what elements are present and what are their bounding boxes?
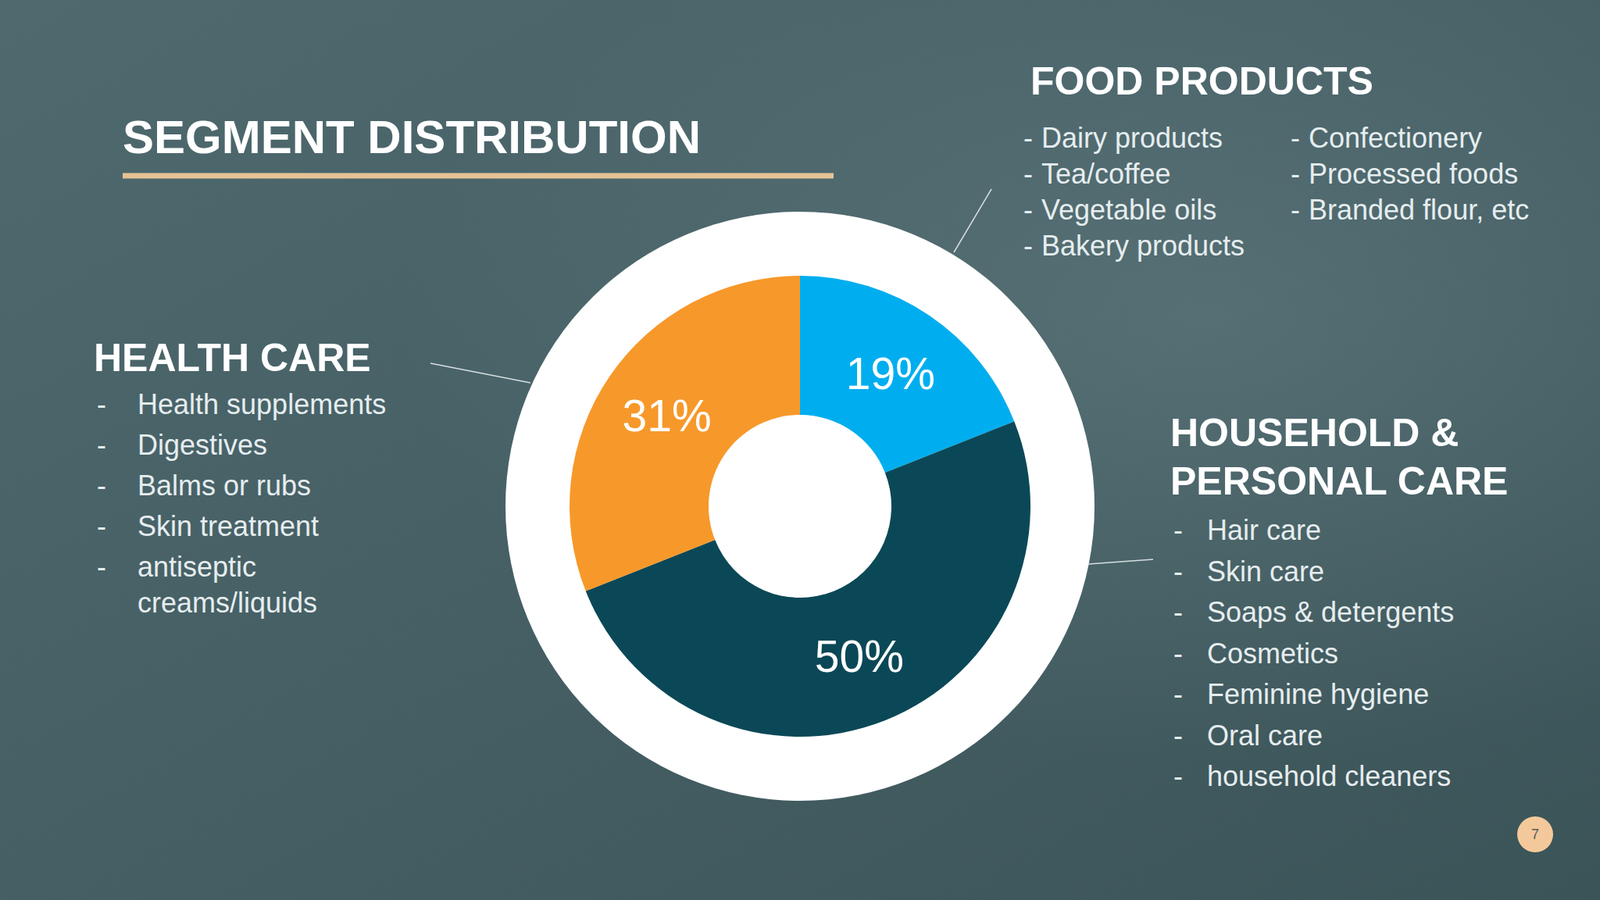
segment-item: Skin treatment	[137, 510, 319, 543]
segment-item: Oral care	[1207, 719, 1323, 752]
segment-item: Cosmetics	[1207, 637, 1339, 670]
text-line: Tea/coffee	[1041, 157, 1171, 190]
title: SEGMENT DISTRIBUTION	[122, 110, 701, 164]
text-line: HOUSEHOLD &	[1170, 410, 1459, 455]
page-number-badge	[1517, 816, 1554, 853]
leader-line	[953, 189, 992, 253]
page-number: 7	[1531, 826, 1540, 843]
text-line: Health supplements	[137, 388, 386, 421]
segment-item: Hair care	[1207, 514, 1322, 547]
segment-item: Soaps & detergents	[1207, 596, 1454, 629]
bullet: -	[1173, 514, 1183, 547]
text-line: antiseptic	[137, 550, 257, 583]
segment-item: Health supplements	[137, 388, 386, 421]
bullet: -	[96, 469, 107, 502]
text-line: Dairy products	[1041, 121, 1223, 154]
text-line: FOOD PRODUCTS	[1030, 59, 1374, 104]
segment-item: Balms or rubs	[137, 469, 311, 502]
bullet: -	[1290, 121, 1300, 154]
bullet: -	[1023, 121, 1033, 154]
segment-description: HOUSEHOLD &PERSONAL CARE-Hair care-Skin …	[1170, 410, 1508, 793]
slide: SEGMENT DISTRIBUTION 19% 50% 31% FOOD PRODUC…	[0, 0, 1600, 900]
data-label: 19%	[846, 348, 936, 399]
segment-heading: HEALTH CARE	[93, 335, 372, 380]
text-line: Oral care	[1207, 719, 1323, 752]
text-line: Cosmetics	[1207, 637, 1339, 670]
text-line: Bakery products	[1041, 229, 1245, 262]
segment-item: Vegetable oils	[1041, 193, 1217, 226]
bullet: -	[96, 388, 107, 421]
bullet: -	[1023, 157, 1033, 190]
segment-item: Dairy products	[1041, 121, 1223, 154]
segment-description: HEALTH CARE-Health supplements-Digestive…	[93, 335, 386, 619]
background	[0, 0, 1600, 900]
bullet: -	[96, 550, 107, 583]
donut-hole	[709, 415, 892, 598]
data-label: 50%	[814, 631, 904, 682]
text-line: Balms or rubs	[137, 469, 311, 502]
background-glow	[0, 0, 1600, 900]
segment-item: Skin care	[1207, 555, 1325, 588]
text-line: HEALTH CARE	[93, 335, 372, 380]
bullet: -	[1173, 596, 1183, 629]
bullet: -	[1173, 637, 1183, 670]
bullet: -	[1173, 719, 1183, 752]
text-line: PERSONAL CARE	[1170, 459, 1508, 504]
bullet: -	[96, 510, 107, 543]
bullet: -	[1023, 193, 1033, 226]
donut-frame	[505, 211, 1095, 801]
slices	[569, 275, 1031, 737]
title-underline	[122, 173, 834, 179]
text-line: Skin treatment	[137, 510, 319, 543]
bullet: -	[96, 428, 107, 461]
text-line: Hair care	[1207, 514, 1322, 547]
segment-item: Tea/coffee	[1041, 157, 1171, 190]
data-labels: 19% 50% 31%	[622, 348, 936, 682]
bullet: -	[1173, 678, 1183, 711]
segment-item: Bakery products	[1041, 229, 1245, 262]
segment-item: Processed foods	[1308, 157, 1518, 190]
segment-item: household cleaners	[1207, 760, 1451, 793]
segment-item: Digestives	[137, 428, 268, 461]
segment-description: FOOD PRODUCTS-Dairy products-Tea/coffee-…	[1023, 59, 1529, 262]
segment-item: Confectionery	[1308, 121, 1483, 154]
bullet: -	[1173, 555, 1183, 588]
text-line: Skin care	[1207, 555, 1325, 588]
leader-line	[1088, 559, 1154, 565]
text-line: Processed foods	[1308, 157, 1518, 190]
bullet: -	[1290, 193, 1300, 226]
text-line: Digestives	[137, 428, 268, 461]
bullet: -	[1290, 157, 1300, 190]
text-line: creams/liquids	[137, 586, 318, 619]
segment-heading: HOUSEHOLD &PERSONAL CARE	[1170, 410, 1508, 504]
text-line: household cleaners	[1207, 760, 1451, 793]
text-line: Feminine hygiene	[1207, 678, 1429, 711]
donut: 19% 50% 31%	[569, 275, 1031, 737]
bullet: -	[1173, 760, 1183, 793]
text-line: Branded flour, etc	[1308, 193, 1529, 226]
segment-heading: FOOD PRODUCTS	[1030, 59, 1374, 104]
leader-line	[430, 363, 531, 383]
data-label: 31%	[622, 390, 712, 441]
segment-item: antisepticcreams/liquids	[137, 550, 318, 619]
segment-item: Feminine hygiene	[1207, 678, 1429, 711]
text-line: Soaps & detergents	[1207, 596, 1454, 629]
text-line: Vegetable oils	[1041, 193, 1217, 226]
text-line: Confectionery	[1308, 121, 1483, 154]
segment-item: Branded flour, etc	[1308, 193, 1529, 226]
bullet: -	[1023, 229, 1033, 262]
